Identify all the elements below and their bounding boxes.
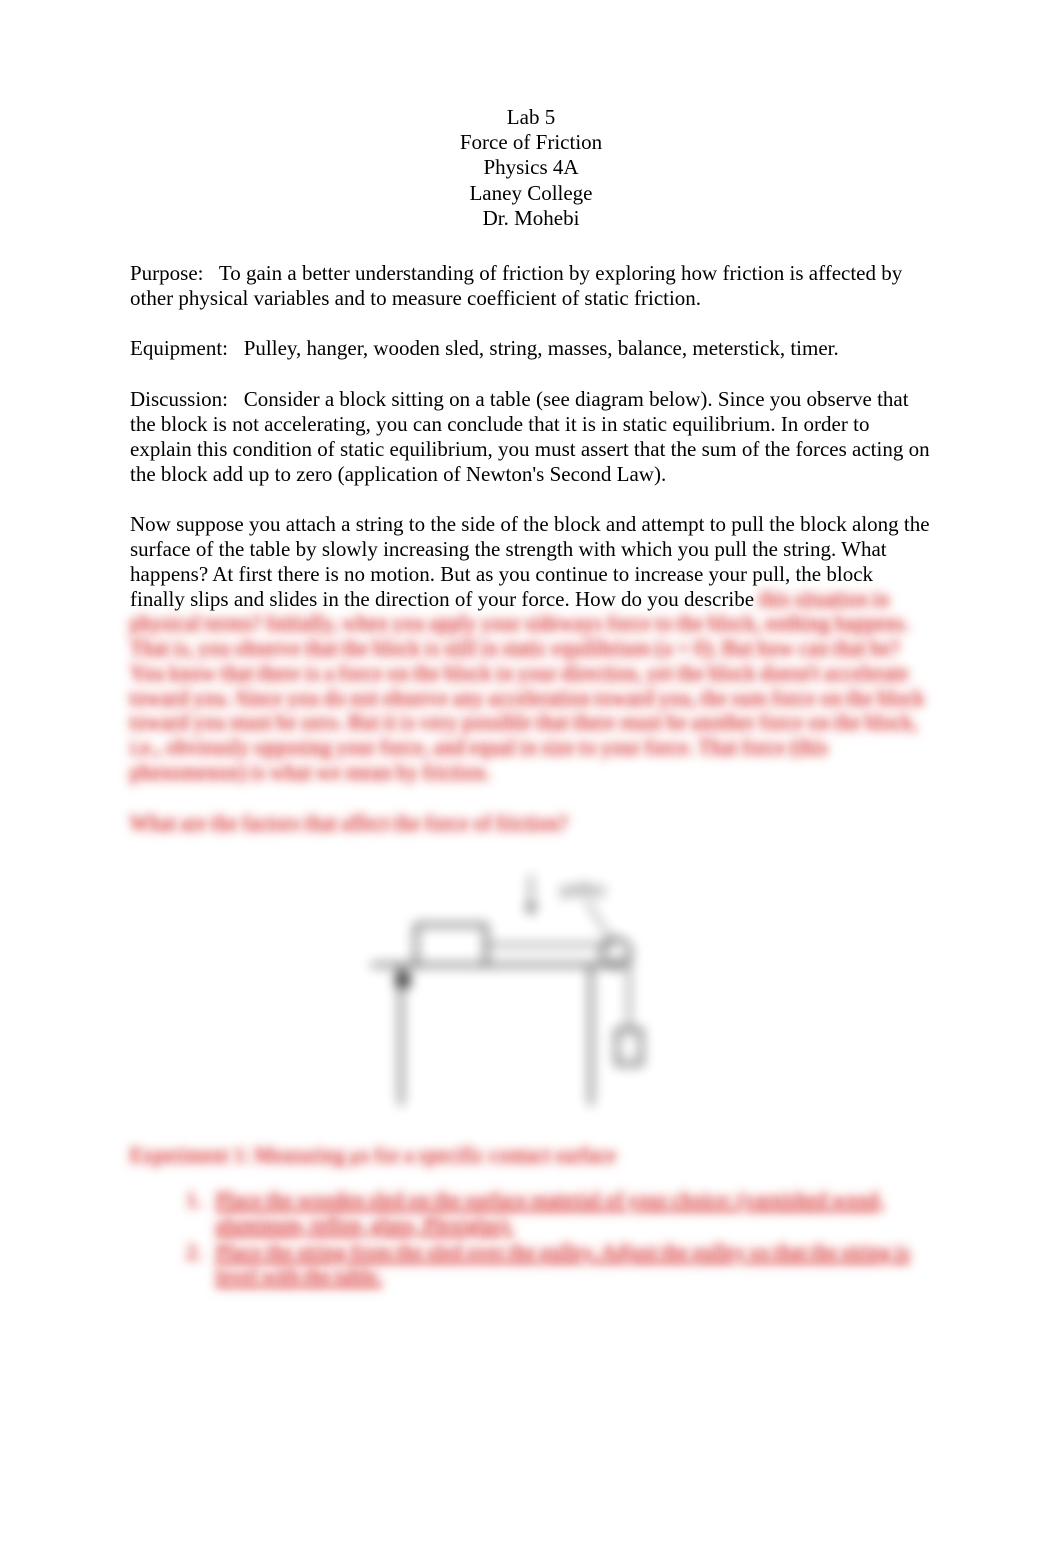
list-item: 1. Place the wooden sled on the surface … [186, 1188, 932, 1238]
header-line-instructor: Dr. Mohebi [130, 206, 932, 231]
friction-diagram: pulley [361, 855, 701, 1115]
header-line-lab: Lab 5 [130, 105, 932, 130]
discussion-text: Consider a block sitting on a table (see… [130, 387, 930, 485]
list-number-2: 2. [186, 1240, 216, 1290]
svg-text:pulley: pulley [561, 879, 606, 899]
list-text-1: Place the wooden sled on the surface mat… [216, 1188, 932, 1238]
purpose-label: Purpose: [130, 261, 204, 285]
diagram-container: pulley [130, 855, 932, 1121]
equipment-text: Pulley, hanger, wooden sled, string, mas… [244, 336, 839, 360]
discussion-paragraph: Discussion: Consider a block sitting on … [130, 387, 932, 486]
discussion-label: Discussion: [130, 387, 228, 411]
document-header: Lab 5 Force of Friction Physics 4A Laney… [130, 105, 932, 231]
now-suppose-hidden: this situation in physical terms? Initia… [130, 587, 924, 784]
header-line-title: Force of Friction [130, 130, 932, 155]
now-suppose-paragraph: Now suppose you attach a string to the s… [130, 512, 932, 784]
list-number-1: 1. [186, 1188, 216, 1238]
equipment-paragraph: Equipment: Pulley, hanger, wooden sled, … [130, 336, 932, 361]
equipment-label: Equipment: [130, 336, 228, 360]
purpose-text: To gain a better understanding of fricti… [130, 261, 902, 310]
header-line-course: Physics 4A [130, 155, 932, 180]
purpose-paragraph: Purpose: To gain a better understanding … [130, 261, 932, 311]
list-item: 2. Place the string from the sled over t… [186, 1240, 932, 1290]
header-line-college: Laney College [130, 181, 932, 206]
question-line: What are the factors that affect the for… [130, 811, 932, 836]
list-text-2: Place the string from the sled over the … [216, 1240, 932, 1290]
procedure-list: 1. Place the wooden sled on the surface … [130, 1188, 932, 1289]
experiment-heading: Experiment 1: Measuring μs for a specifi… [130, 1143, 932, 1168]
